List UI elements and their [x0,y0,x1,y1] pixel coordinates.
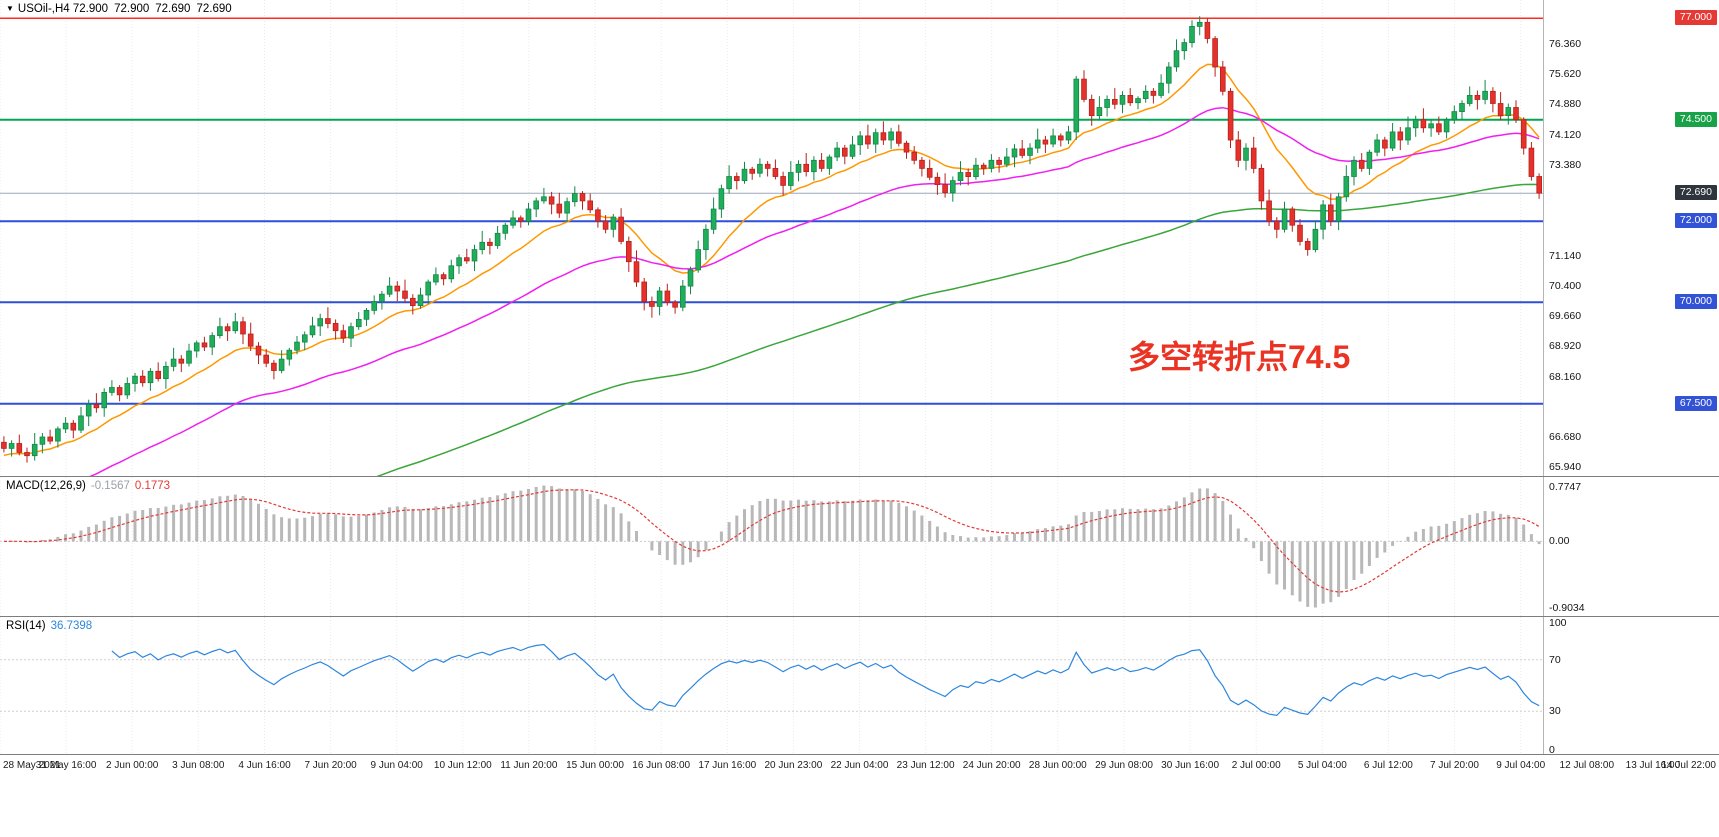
time-axis-label: 2 Jun 00:00 [106,760,159,771]
time-axis-label: 24 Jun 20:00 [962,760,1021,771]
time-axis-label: 29 Jun 08:00 [1095,760,1153,771]
price-tick-label: 75.620 [1549,68,1582,81]
time-axis-label: 9 Jul 04:00 [1496,760,1546,771]
price-tick-label: 68.920 [1549,340,1582,353]
quote-open: 72.900 [72,3,109,15]
price-tick-label: 65.940 [1549,461,1582,474]
time-axis-label: 22 Jun 04:00 [830,760,889,771]
price-line-badge: 77.000 [1674,10,1717,26]
rsi-value: 36.7398 [50,620,93,632]
time-axis-label: 15 Jun 00:00 [566,760,624,771]
macd-scale-axis[interactable]: 0.7747 0.00 -0.9034 [1543,477,1719,616]
macd-signal-value: 0.1773 [134,480,171,492]
macd-chart-canvas[interactable] [0,477,1543,616]
time-axis-label: 9 Jun 04:00 [370,760,423,771]
macd-label: MACD(12,26,9) -0.1567 0.1773 [6,480,175,492]
time-axis-label: 6 Jul 12:00 [1363,760,1413,771]
macd-tick-label: 0.00 [1549,535,1570,548]
price-tick-label: 70.400 [1549,280,1582,293]
time-axis-label: 5 Jul 04:00 [1297,760,1347,771]
macd-tick-label: -0.9034 [1549,602,1585,614]
time-axis-label: 4 Jun 16:00 [238,760,291,771]
macd-tick-label: 0.7747 [1549,481,1582,493]
time-axis-label: 30 Jun 16:00 [1161,760,1220,771]
price-line-badge: 74.500 [1674,111,1717,127]
price-pane: ▼ USOil-,H4 72.900 72.900 72.690 72.690 多空转折… [0,0,1719,476]
rsi-tick-label: 100 [1549,617,1567,629]
chart-text-annotation[interactable]: 多空转折点74.5 [1128,339,1351,375]
time-axis-label: 16 Jun 08:00 [632,760,691,771]
price-line-badge: 70.000 [1674,294,1717,310]
macd-main-value: -0.1567 [90,480,130,492]
time-axis-label: 28 May 2021 [3,760,61,771]
time-axis-label: 7 Jul 20:00 [1430,760,1479,771]
price-tick-label: 74.120 [1549,129,1582,142]
price-chart-canvas[interactable] [0,0,1543,476]
rsi-indicator-name: RSI(14) [6,620,46,632]
symbol-name: USOil-,H4 [17,3,70,15]
time-axis-label: 3 Jun 08:00 [172,760,225,771]
price-tick-label: 74.880 [1549,98,1582,111]
macd-indicator-name: MACD(12,26,9) [6,480,86,492]
time-axis-label: 2 Jul 00:00 [1231,760,1281,771]
price-line-badge: 72.000 [1674,213,1717,229]
price-tick-label: 68.160 [1549,370,1582,383]
rsi-pane: RSI(14) 36.7398 100 70 30 0 [0,616,1719,756]
time-axis-label: 20 Jun 23:00 [764,760,823,771]
time-axis-label: 7 Jun 20:00 [304,760,357,771]
symbol-header: ▼ USOil-,H4 72.900 72.900 72.690 72.690 [6,3,238,15]
time-axis-label: 14 Jul 22:00 [1661,760,1717,771]
price-tick-label: 66.680 [1549,431,1582,444]
time-axis-label: 23 Jun 12:00 [896,760,955,771]
quote-high: 72.900 [114,3,150,15]
price-tick-label: 76.360 [1549,38,1582,51]
quote-low: 72.690 [155,3,191,15]
rsi-tick-label: 70 [1549,653,1561,666]
price-scale-axis[interactable]: 76.360 75.620 74.880 74.120 73.380 71.140 70.4… [1543,0,1719,476]
time-axis-label: 31 May 16:00 [35,760,97,771]
macd-pane: MACD(12,26,9) -0.1567 0.1773 0.7747 0.00 -0.… [0,476,1719,616]
time-axis-label: 12 Jul 08:00 [1559,760,1615,771]
price-tick-label: 71.140 [1549,250,1582,263]
time-axis-label: 28 Jun 00:00 [1028,760,1087,771]
rsi-tick-label: 30 [1549,705,1561,718]
time-axis[interactable]: 28 May 2021 31 May 16:00 2 Jun 00:00 3 Jun … [0,754,1719,779]
price-line-badge: 72.690 [1674,185,1717,201]
price-tick-label: 69.660 [1549,310,1582,323]
rsi-scale-axis[interactable]: 100 70 30 0 [1543,617,1719,756]
time-axis-label: 11 Jun 20:00 [500,760,558,771]
price-line-badge: 67.500 [1674,395,1717,411]
quote-close: 72.690 [196,3,232,15]
symbol-dropdown-icon: ▼ [6,4,14,13]
price-tick-label: 73.380 [1549,159,1582,172]
time-axis-label: 13 Jul 16:00 [1625,760,1681,771]
rsi-label: RSI(14) 36.7398 [6,620,97,632]
rsi-chart-canvas[interactable] [0,617,1543,754]
time-axis-label: 17 Jun 16:00 [698,760,757,771]
time-axis-label: 10 Jun 12:00 [433,760,492,771]
rsi-tick-label: 0 [1549,744,1555,756]
